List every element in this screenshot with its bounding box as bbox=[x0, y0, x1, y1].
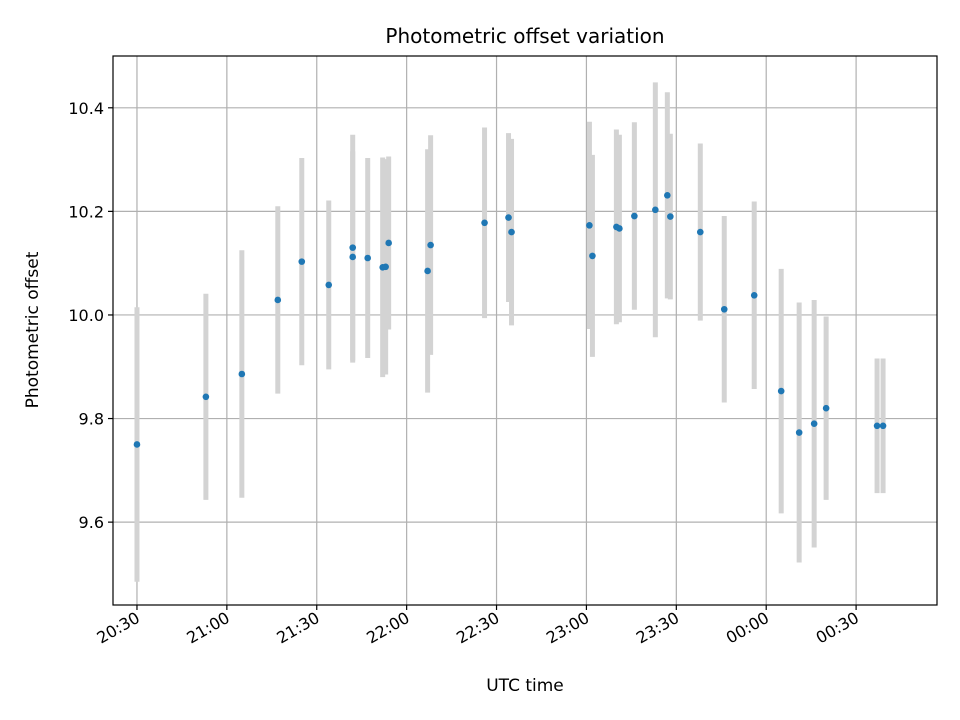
data-point bbox=[349, 244, 357, 251]
plot-frame bbox=[112, 55, 938, 606]
data-point bbox=[364, 254, 371, 262]
data-point bbox=[385, 239, 392, 247]
y-tick-label: 9.8 bbox=[79, 410, 104, 429]
data-point bbox=[667, 213, 674, 220]
data-point bbox=[720, 305, 728, 313]
data-point bbox=[777, 387, 785, 395]
y-tick-label: 9.6 bbox=[79, 513, 104, 532]
data-point bbox=[664, 192, 671, 199]
data-point bbox=[202, 393, 210, 401]
data-point bbox=[810, 420, 818, 428]
data-point bbox=[750, 291, 758, 299]
data-point bbox=[325, 281, 333, 289]
y-tick-label: 10.0 bbox=[68, 306, 104, 325]
data-point bbox=[879, 422, 887, 430]
y-axis-ticks: 9.6 9.8 10.0 10.2 10.4 bbox=[68, 99, 113, 532]
data-point bbox=[505, 214, 512, 221]
data-point bbox=[481, 219, 488, 227]
data-point bbox=[133, 441, 141, 448]
y-tick-label: 10.2 bbox=[68, 202, 104, 221]
y-tick-label: 10.4 bbox=[68, 99, 104, 118]
data-point bbox=[631, 212, 638, 220]
data-point bbox=[873, 422, 881, 430]
data-point bbox=[586, 222, 593, 229]
data-point bbox=[424, 267, 431, 275]
data-point bbox=[616, 225, 623, 232]
data-point bbox=[298, 258, 306, 265]
data-point bbox=[795, 429, 803, 436]
data-point bbox=[589, 252, 596, 260]
data-point bbox=[508, 228, 515, 236]
chart-title: Photometric offset variation bbox=[385, 24, 664, 48]
data-point bbox=[349, 253, 357, 261]
data-point bbox=[427, 241, 434, 249]
data-points bbox=[133, 192, 887, 448]
data-point bbox=[822, 404, 830, 412]
data-point bbox=[652, 206, 659, 214]
data-point bbox=[238, 370, 246, 378]
x-axis-label: UTC time bbox=[486, 676, 564, 696]
data-point bbox=[696, 228, 704, 236]
data-point bbox=[274, 296, 282, 304]
data-point bbox=[382, 263, 389, 271]
y-axis-label: Photometric offset bbox=[23, 251, 43, 408]
